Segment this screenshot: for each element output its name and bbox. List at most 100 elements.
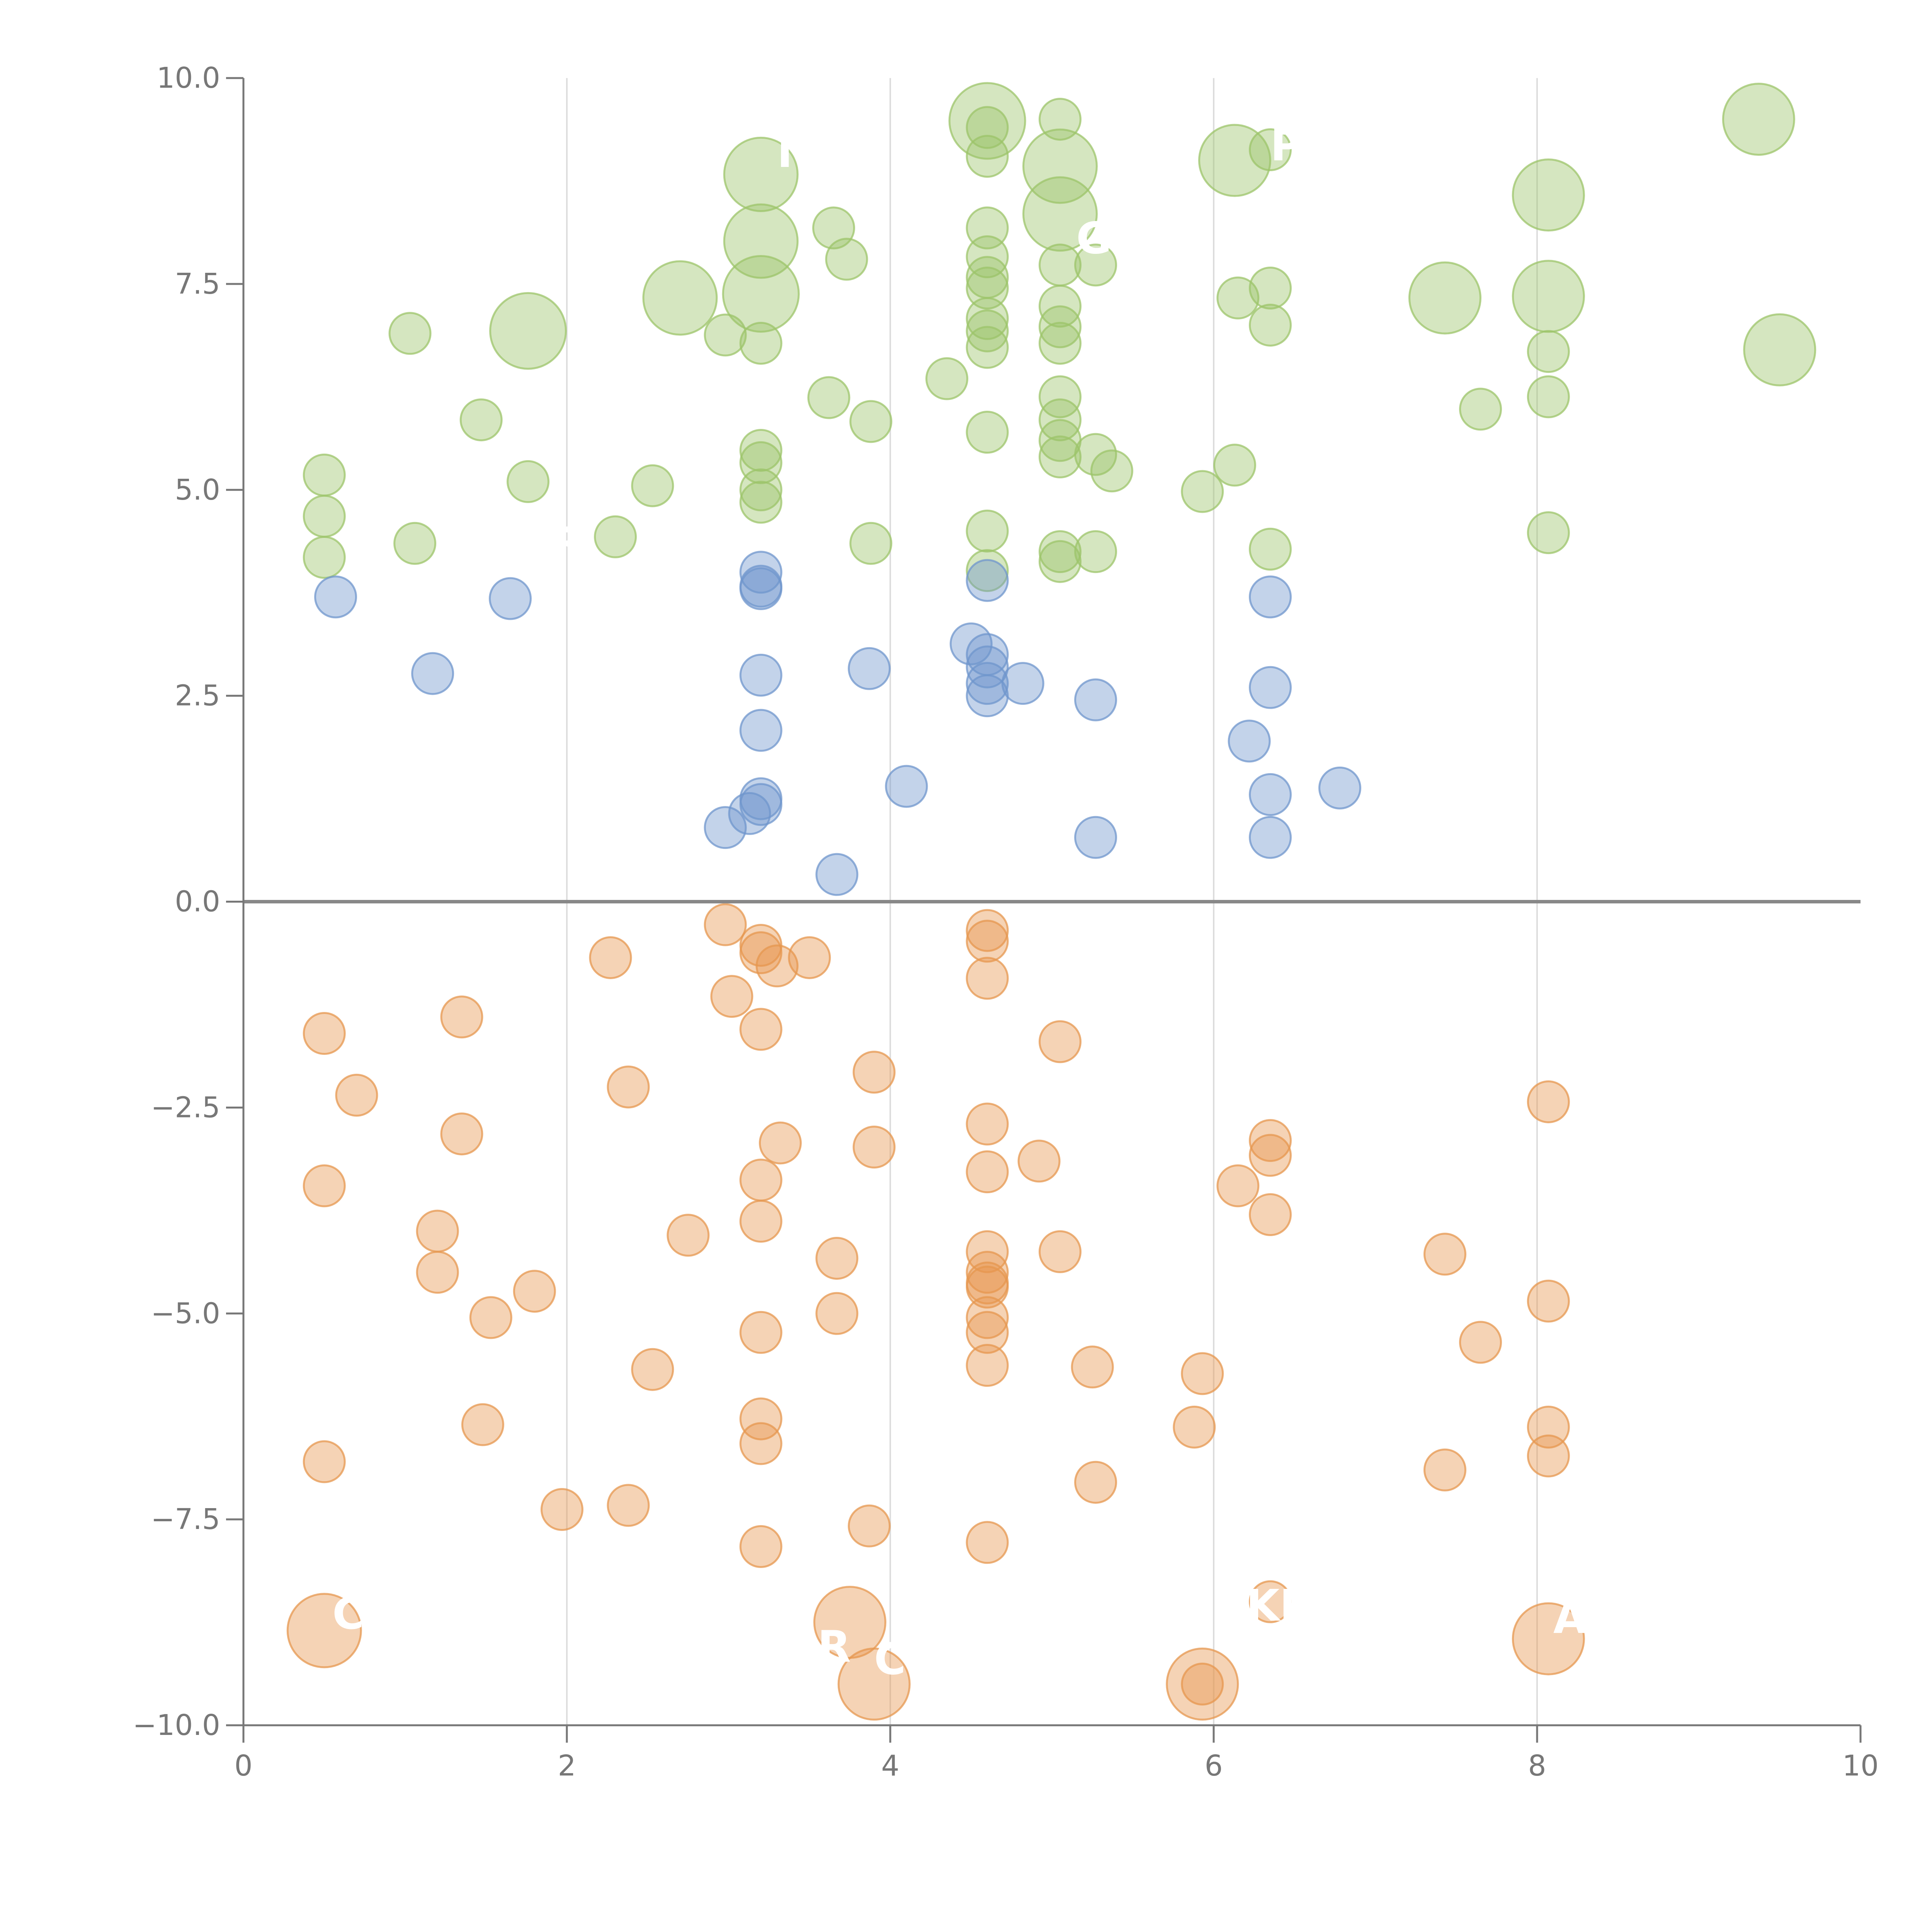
green-bubble [825, 238, 868, 281]
orange-bubble [966, 1102, 1009, 1146]
green-bubble [303, 453, 346, 497]
green-bubble [1038, 98, 1082, 141]
green-bubble [1038, 305, 1082, 349]
bubble-label: A [1553, 1593, 1587, 1643]
orange-large-bubble [837, 1647, 911, 1721]
green-bubble [388, 312, 432, 355]
green-large-bubble [489, 292, 567, 370]
green-bubble [1090, 449, 1133, 493]
green-bubble [507, 460, 550, 503]
orange-bubble [966, 1251, 1009, 1294]
blue-bubble [411, 652, 454, 695]
green-bubble [459, 398, 503, 442]
green-bubble [966, 549, 1009, 592]
orange-bubble [607, 1484, 650, 1527]
bubble-label: C [874, 1634, 906, 1684]
blue-bubble [1318, 766, 1361, 810]
green-large-bubble [642, 260, 718, 336]
blue-bubble [704, 806, 747, 849]
green-bubble [303, 495, 346, 538]
green-bubble [303, 536, 346, 579]
green-bubble [594, 515, 637, 558]
green-bubble [1038, 540, 1082, 583]
x-tick-label: 0 [234, 1749, 252, 1782]
green-bubble [966, 509, 1009, 553]
green-bubble [704, 313, 747, 357]
blue-bubble [739, 653, 782, 697]
orange-bubble [416, 1251, 459, 1294]
y-tick-label: −7.5 [151, 1503, 220, 1536]
orange-bubble [755, 944, 799, 988]
orange-bubble [1527, 1279, 1570, 1323]
orange-bubble [1423, 1448, 1466, 1492]
blue-bubble [966, 559, 1009, 602]
orange-bubble [966, 1344, 1009, 1387]
blue-bubble [815, 853, 859, 896]
orange-large-bubble [1512, 1602, 1585, 1675]
green-bubble [1038, 435, 1082, 478]
orange-bubble [1527, 1434, 1570, 1478]
green-bubble [849, 400, 893, 443]
y-tick-label: −10.0 [133, 1709, 220, 1742]
orange-bubble [739, 1200, 782, 1243]
green-bubble [739, 468, 782, 512]
orange-bubble [966, 1311, 1009, 1354]
green-large-bubble [1022, 176, 1098, 252]
orange-large-bubble [1166, 1647, 1239, 1721]
orange-bubble [739, 1422, 782, 1465]
bubble-label: R [818, 1622, 851, 1672]
green-bubble [966, 267, 1009, 310]
blue-bubble [739, 567, 782, 611]
x-tick-label: 6 [1204, 1749, 1223, 1782]
green-bubble [393, 522, 437, 565]
blue-bubble [966, 674, 1009, 718]
green-large-bubble [1198, 124, 1271, 197]
orange-bubble [1173, 1405, 1216, 1449]
orange-bubble [303, 1164, 346, 1208]
y-tick-label: 10.0 [156, 61, 220, 95]
orange-bubble [303, 1012, 346, 1055]
y-tick-label: −2.5 [151, 1091, 220, 1124]
orange-bubble [335, 1073, 378, 1117]
orange-bubble [1216, 1164, 1260, 1208]
green-bubble [739, 321, 782, 365]
green-bubble [966, 134, 1009, 178]
blue-bubble [1248, 575, 1292, 619]
orange-bubble [1527, 1080, 1570, 1123]
blue-bubble [1248, 666, 1292, 709]
green-bubble [1527, 330, 1570, 373]
y-tick-label: 0.0 [175, 885, 220, 918]
orange-bubble [1459, 1321, 1502, 1364]
bubble-label: PL [1270, 121, 1329, 171]
blue-bubble [739, 783, 782, 826]
green-bubble [966, 411, 1009, 454]
bubble-label: R [551, 518, 584, 568]
orange-bubble [1017, 1139, 1061, 1183]
orange-bubble [739, 1311, 782, 1354]
blue-bubble [1248, 773, 1292, 816]
orange-bubble [966, 1265, 1009, 1309]
bubble-label: C [332, 1589, 364, 1639]
green-large-bubble [1722, 83, 1795, 156]
x-tick-label: 4 [881, 1749, 899, 1782]
green-bubble [1527, 511, 1570, 554]
green-large-bubble [1408, 261, 1481, 335]
green-bubble [1248, 267, 1292, 310]
blue-bubble [739, 709, 782, 752]
orange-bubble [1248, 1134, 1292, 1177]
orange-bubble [966, 1296, 1009, 1339]
bubble-label: M [777, 127, 820, 177]
blue-bubble [966, 662, 1009, 705]
orange-bubble [759, 1121, 802, 1165]
blue-bubble [489, 577, 532, 620]
green-bubble [966, 326, 1009, 369]
orange-bubble [704, 903, 747, 946]
orange-bubble [815, 1236, 859, 1280]
orange-bubble [710, 975, 753, 1018]
green-large-bubble [1022, 128, 1098, 204]
orange-bubble [607, 1065, 650, 1109]
orange-bubble [1248, 1580, 1292, 1623]
orange-bubble [1248, 1193, 1292, 1236]
